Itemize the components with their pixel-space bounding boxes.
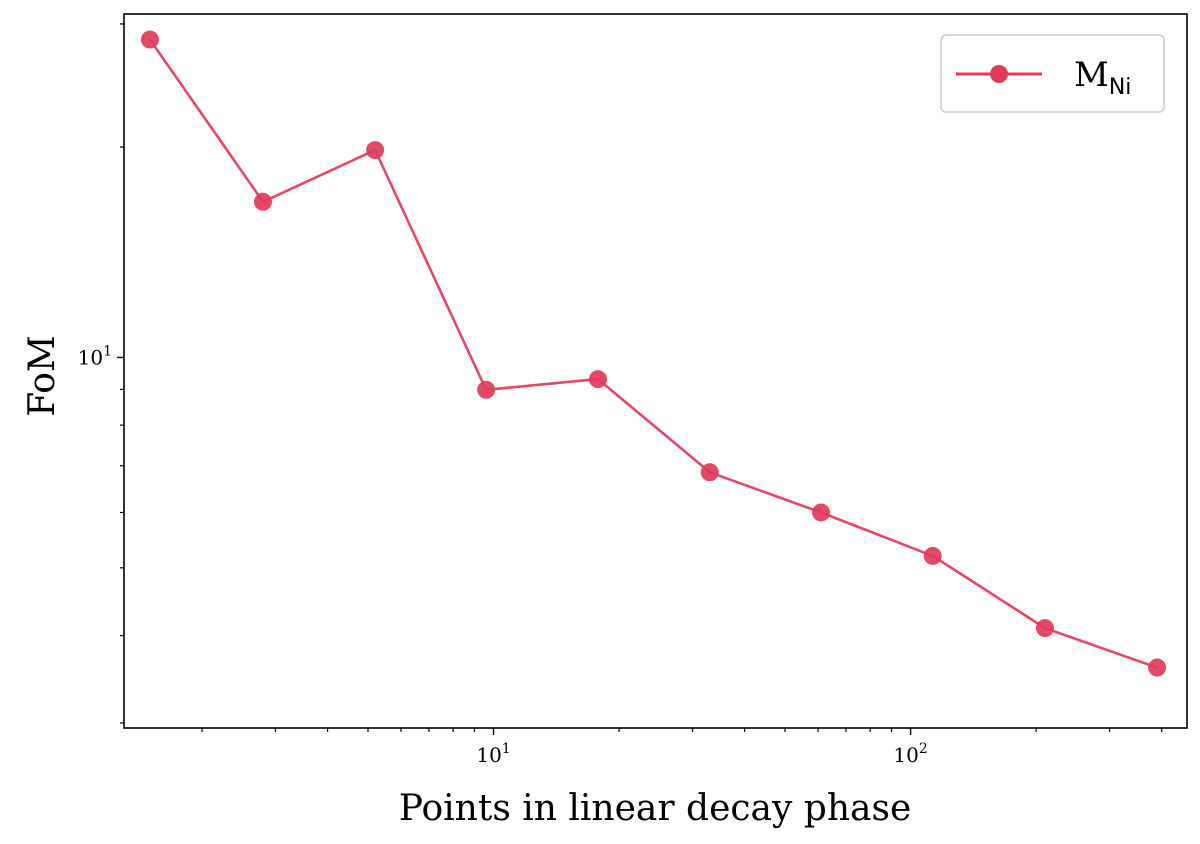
series-layer (140, 30, 1167, 677)
x-axis-title: Points in linear decay phase (399, 788, 912, 829)
y-tick-label: 101 (78, 343, 112, 369)
y-axis-title: FoM (22, 335, 63, 417)
legend-box (940, 34, 1165, 113)
plot-area (123, 13, 1188, 729)
data-point (140, 30, 159, 49)
data-point (477, 380, 496, 399)
y-tick-label-exponent: 1 (103, 343, 112, 359)
legend-label: MNi (1074, 55, 1131, 100)
x-tick-label: 102 (893, 741, 927, 767)
x-tick-label-exponent: 2 (919, 741, 928, 757)
data-point (700, 463, 719, 482)
data-point (923, 546, 942, 565)
legend-marker-swatch (990, 65, 1008, 83)
x-ticks: 101 102 (476, 728, 928, 767)
series-line (148, 38, 1158, 669)
x-minor-ticks (201, 728, 1163, 732)
data-point (812, 503, 831, 522)
y-ticks: 101 (78, 343, 124, 369)
legend: MNi (940, 34, 1165, 113)
y-tick-label-base: 10 (78, 345, 103, 369)
data-point (1035, 619, 1054, 638)
x-tick-label-base: 10 (893, 743, 918, 767)
data-point (588, 370, 607, 389)
y-minor-ticks (120, 23, 124, 724)
x-tick-label: 101 (476, 741, 510, 767)
data-point (253, 192, 272, 211)
legend-label-main: M (1074, 55, 1109, 95)
data-point (1148, 658, 1167, 677)
x-tick-label-base: 10 (476, 743, 501, 767)
x-tick-label-exponent: 1 (502, 741, 511, 757)
data-point (366, 141, 385, 160)
legend-label-sub: Ni (1109, 75, 1132, 100)
